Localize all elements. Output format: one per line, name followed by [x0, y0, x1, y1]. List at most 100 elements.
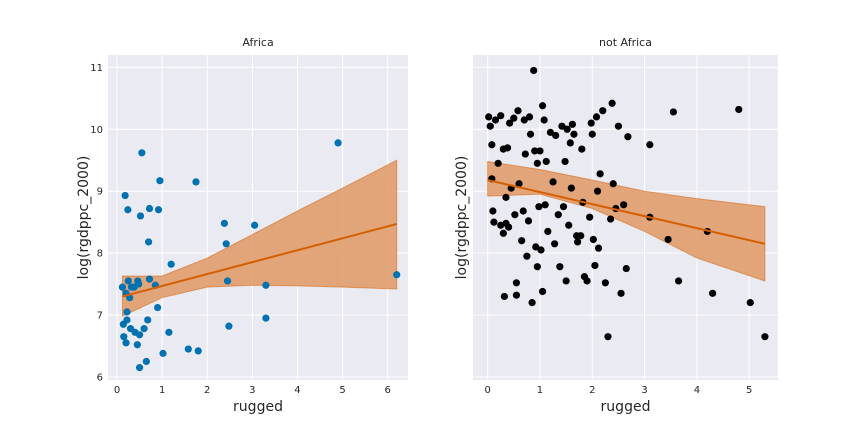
data-point	[485, 113, 493, 121]
data-point	[709, 289, 717, 297]
data-point	[486, 122, 494, 130]
data-point	[145, 204, 154, 213]
data-point	[554, 211, 562, 219]
x-tick-label: 3	[249, 385, 255, 396]
data-point	[225, 322, 233, 330]
panel-title: not Africa	[599, 36, 652, 49]
data-point	[223, 277, 232, 285]
data-point	[587, 119, 595, 127]
data-point	[503, 144, 512, 152]
data-point	[502, 193, 510, 201]
data-point	[664, 235, 672, 244]
data-point	[561, 157, 569, 166]
data-point	[512, 279, 521, 287]
confidence-band	[487, 160, 766, 282]
data-point	[586, 213, 594, 221]
x-tick-label: 5	[746, 385, 752, 396]
data-point	[566, 139, 574, 147]
data-point	[601, 279, 609, 287]
data-point	[510, 114, 518, 122]
data-point	[538, 102, 547, 110]
data-point	[123, 308, 131, 316]
data-point	[506, 119, 514, 127]
data-point	[620, 201, 628, 209]
data-point	[669, 108, 677, 116]
data-point	[559, 203, 568, 211]
data-point	[519, 207, 527, 215]
x-tick-label: 1	[537, 385, 543, 396]
data-point	[578, 145, 586, 153]
data-point	[536, 147, 544, 155]
data-point	[521, 150, 529, 158]
data-point	[159, 349, 167, 357]
data-point	[500, 292, 508, 301]
data-point	[526, 130, 535, 138]
data-point	[556, 263, 564, 271]
y-tick-label: 7	[97, 311, 103, 322]
data-point	[122, 339, 130, 347]
data-point	[124, 277, 132, 285]
y-tick-label: 9	[97, 187, 103, 198]
data-point	[523, 252, 531, 260]
data-point	[562, 277, 570, 285]
data-point	[540, 116, 548, 124]
data-point	[518, 237, 526, 245]
data-point	[262, 314, 270, 322]
data-point	[531, 147, 539, 155]
data-point	[120, 333, 128, 341]
data-point	[533, 263, 541, 271]
y-tick-label: 8	[97, 249, 103, 260]
data-point	[491, 116, 500, 124]
data-point	[515, 180, 523, 188]
data-point	[124, 206, 132, 214]
data-point	[489, 207, 497, 215]
data-point	[608, 99, 616, 107]
data-point	[551, 240, 559, 248]
data-point	[617, 289, 625, 297]
x-tick-label: 2	[204, 385, 210, 396]
x-tick-label: 3	[641, 385, 647, 396]
data-point	[549, 178, 557, 186]
data-point	[604, 333, 612, 341]
data-point	[334, 139, 342, 147]
data-point	[165, 328, 173, 336]
data-point	[488, 141, 496, 149]
data-point	[393, 271, 401, 279]
data-point	[154, 303, 162, 312]
data-point	[622, 264, 630, 273]
data-point	[546, 128, 555, 136]
data-point	[514, 107, 522, 115]
data-point	[746, 299, 754, 307]
y-tick-label: 11	[90, 63, 103, 74]
data-point	[121, 191, 129, 200]
data-point	[222, 240, 230, 248]
x-tick-label: 4	[294, 385, 300, 396]
data-point	[541, 201, 549, 209]
x-axis-label: rugged	[601, 399, 651, 415]
data-point	[144, 316, 152, 324]
data-point	[558, 122, 566, 130]
data-point	[609, 180, 617, 188]
data-point	[614, 122, 623, 130]
y-tick-label: 10	[90, 125, 103, 136]
x-tick-label: 1	[159, 385, 165, 396]
data-point	[490, 218, 498, 226]
data-point	[138, 149, 146, 157]
data-point	[145, 275, 154, 283]
x-tick-label: 0	[484, 385, 490, 396]
data-point	[538, 287, 547, 296]
data-point	[583, 277, 591, 285]
x-tick-label: 6	[385, 385, 391, 396]
data-point	[192, 178, 200, 186]
data-point	[123, 316, 131, 324]
data-point	[594, 244, 603, 252]
data-point	[511, 211, 519, 219]
data-point	[133, 341, 141, 349]
x-axis-label: rugged	[233, 399, 283, 415]
data-point	[156, 177, 164, 185]
data-point	[533, 159, 541, 167]
data-point	[552, 131, 560, 140]
data-point	[592, 113, 601, 121]
data-point	[535, 203, 543, 211]
